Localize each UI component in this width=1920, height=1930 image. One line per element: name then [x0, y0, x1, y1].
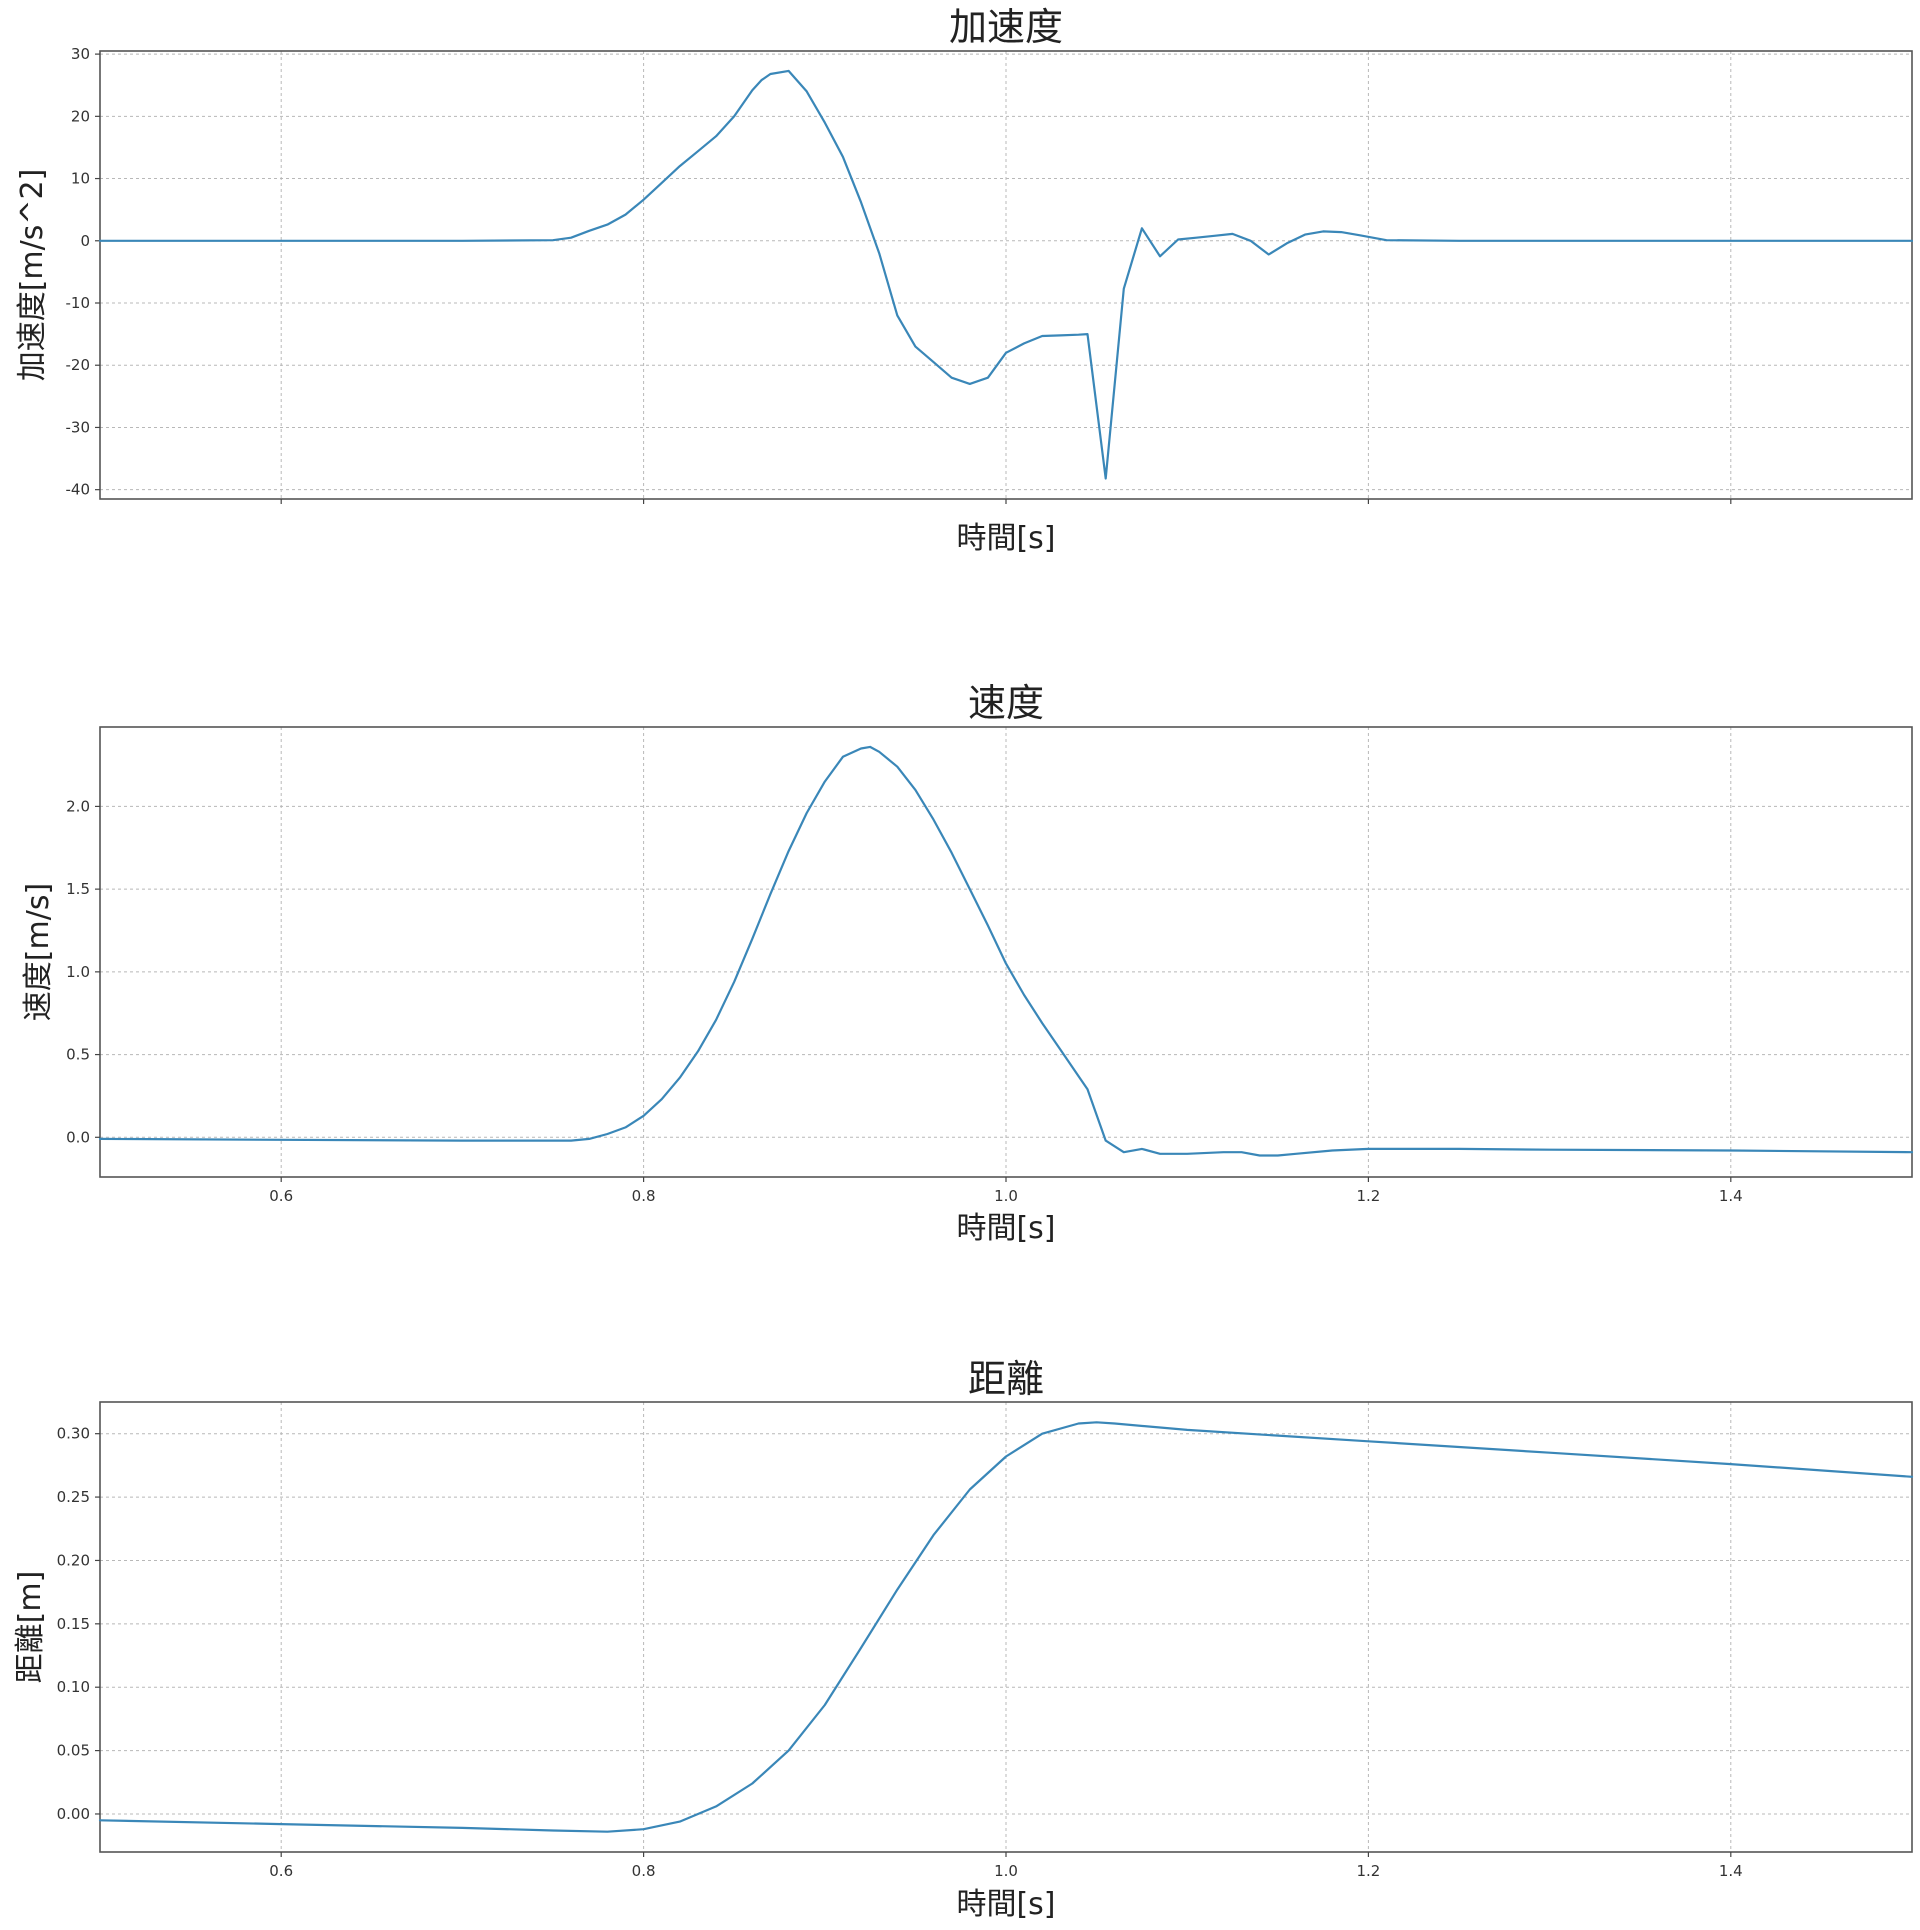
- acceleration-ytick-label: 0: [80, 232, 90, 250]
- acceleration-ytick-label: 10: [71, 170, 90, 188]
- velocity-xtick-label: 1.2: [1356, 1187, 1380, 1205]
- velocity-ytick-label: 2.0: [66, 797, 90, 815]
- panel-distance-xlabel: 時間[s]: [956, 1887, 1055, 1922]
- acceleration-ytick-label: -30: [66, 418, 91, 436]
- velocity-ytick-label: 0.5: [66, 1046, 90, 1064]
- distance-ytick-label: 0.00: [57, 1805, 90, 1823]
- acceleration-ytick-label: 20: [71, 107, 90, 125]
- panel-acceleration-xlabel: 時間[s]: [956, 521, 1055, 556]
- distance-xtick-label: 1.2: [1356, 1862, 1380, 1880]
- panel-distance-ylabel: 距離[m]: [13, 1571, 48, 1684]
- velocity-ytick-label: 1.5: [66, 880, 90, 898]
- panel-distance: 距離 0.6 0.8 1.0 1.2 1.4 0.00 0.05 0.10 0.15 0.20 0.…: [13, 1357, 1914, 1922]
- distance-xtick-label: 1.4: [1719, 1862, 1743, 1880]
- distance-ytick-label: 0.15: [57, 1615, 90, 1633]
- panel-velocity-title: 速度: [968, 681, 1044, 725]
- acceleration-ytick-label: 30: [71, 45, 90, 63]
- distance-xtick-label: 0.8: [632, 1862, 656, 1880]
- distance-ytick-label: 0.20: [57, 1551, 90, 1569]
- panel-acceleration: 加速度 -40 -30 -20 -10 0 10 20 30 時間[s] 加速度[m/s^2]: [15, 5, 1914, 556]
- panel-distance-title: 距離: [968, 1357, 1044, 1401]
- velocity-xtick-label: 0.8: [632, 1187, 656, 1205]
- panel-velocity-series-line: [98, 745, 1914, 1157]
- panel-velocity-ylabel: 速度[m/s]: [21, 883, 56, 1021]
- velocity-xtick-label: 1.0: [994, 1187, 1018, 1205]
- velocity-xtick-label: 0.6: [269, 1187, 293, 1205]
- panel-acceleration-ylabel: 加速度[m/s^2]: [15, 169, 50, 382]
- distance-xtick-label: 0.6: [269, 1862, 293, 1880]
- velocity-ytick-label: 0.0: [66, 1128, 90, 1146]
- distance-ytick-label: 0.10: [57, 1678, 90, 1696]
- acceleration-ytick-label: -20: [66, 356, 91, 374]
- panel-distance-series-line: [98, 1421, 1914, 1833]
- panel-velocity: 速度 0.6 0.8 1.0 1.2 1.40.00.51.01.52.0 時間[s] …: [21, 681, 1914, 1246]
- velocity-xtick-label: 1.4: [1719, 1187, 1743, 1205]
- panel-acceleration-series-line: [98, 69, 1914, 480]
- velocity-ytick-label: 1.0: [66, 963, 90, 981]
- distance-xtick-label: 1.0: [994, 1862, 1018, 1880]
- acceleration-ytick-label: -40: [66, 481, 91, 499]
- acceleration-ytick-label: -10: [66, 294, 91, 312]
- distance-ytick-label: 0.30: [57, 1425, 90, 1443]
- distance-ytick-label: 0.25: [57, 1488, 90, 1506]
- panel-velocity-xlabel: 時間[s]: [956, 1211, 1055, 1246]
- distance-ytick-label: 0.05: [57, 1742, 90, 1760]
- panel-acceleration-title: 加速度: [949, 5, 1063, 49]
